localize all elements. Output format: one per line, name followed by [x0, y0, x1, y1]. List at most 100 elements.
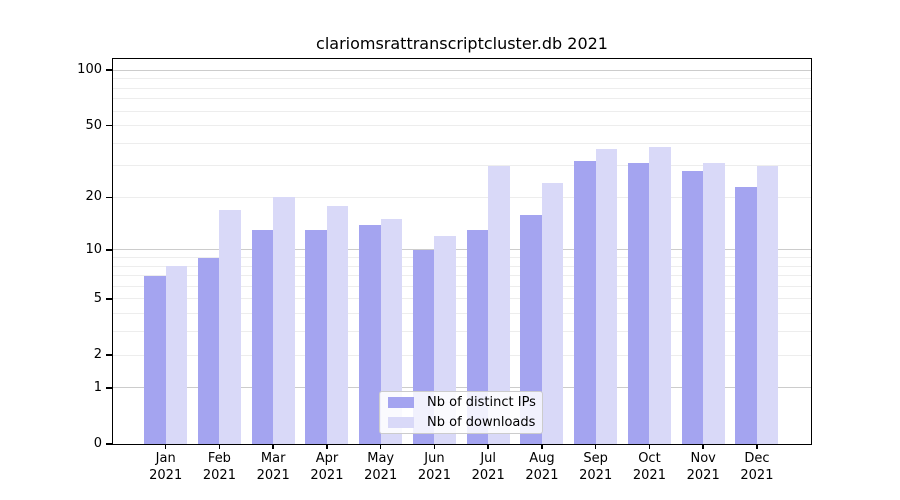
- legend-item-downloads: Nb of downloads: [380, 413, 542, 433]
- bar-distinct-ips: [681, 171, 704, 444]
- major-gridline: [113, 387, 811, 389]
- x-tick-label-line: 2021: [364, 468, 398, 483]
- bar-downloads: [488, 165, 510, 444]
- bar-distinct-ips: [144, 275, 166, 444]
- y-tick-mark: [106, 387, 113, 389]
- y-tick-mark: [106, 443, 113, 445]
- y-tick-mark: [106, 196, 113, 199]
- x-tick-label-line: Mar: [260, 451, 286, 466]
- minor-gridline: [113, 257, 811, 258]
- x-tick-label: Jul 2021: [460, 450, 516, 484]
- legend-label-distinct-ips: Nb of distinct IPs: [427, 395, 536, 410]
- x-tick-label: Mar 2021: [245, 450, 301, 484]
- x-tick-mark: [272, 444, 274, 449]
- bar-distinct-ips: [574, 160, 596, 444]
- minor-gridline: [113, 331, 811, 333]
- x-tick-mark: [541, 444, 543, 449]
- x-tick-mark: [702, 444, 704, 449]
- minor-gridline: [113, 285, 811, 287]
- minor-gridline: [113, 275, 811, 277]
- x-tick-label-line: Apr: [315, 451, 339, 466]
- minor-gridline: [113, 265, 811, 267]
- minor-gridline: [113, 313, 811, 315]
- bar-downloads: [541, 183, 564, 444]
- bar-distinct-ips: [197, 257, 220, 444]
- x-tick-label: Feb 2021: [191, 450, 247, 484]
- x-tick-mark: [756, 444, 758, 449]
- legend-label-downloads: Nb of downloads: [427, 415, 536, 430]
- bar-downloads: [273, 197, 295, 444]
- x-tick-label-line: May: [367, 451, 395, 466]
- x-tick-label: Aug 2021: [514, 450, 570, 484]
- y-tick-label: 20: [85, 189, 102, 205]
- bar-downloads: [380, 219, 403, 444]
- x-tick-label-line: 2021: [417, 468, 451, 483]
- bar-distinct-ips: [520, 214, 542, 444]
- x-tick-label-line: 2021: [740, 468, 774, 483]
- minor-gridline: [113, 196, 811, 198]
- x-tick-mark: [487, 444, 489, 449]
- minor-gridline: [113, 98, 811, 100]
- y-tick-label: 10: [85, 241, 102, 257]
- x-tick-label: Jun 2021: [406, 450, 462, 484]
- minor-gridline: [113, 125, 811, 127]
- x-tick-label-line: Dec: [744, 451, 770, 466]
- x-tick-mark: [648, 444, 651, 449]
- bar-distinct-ips: [735, 186, 757, 444]
- x-tick-label-line: Oct: [638, 451, 661, 466]
- minor-gridline: [113, 142, 811, 144]
- x-tick-label-line: 2021: [579, 468, 613, 483]
- x-tick-mark: [379, 444, 382, 449]
- y-tick-label: 100: [77, 62, 102, 78]
- x-tick-label-line: Feb: [207, 451, 231, 466]
- x-tick-label-line: 2021: [686, 468, 720, 483]
- x-tick-label-line: Sep: [583, 451, 608, 466]
- minor-gridline: [113, 87, 811, 89]
- x-tick-label-line: Aug: [529, 451, 555, 466]
- x-tick-label-line: 2021: [632, 468, 666, 483]
- x-tick-mark: [594, 444, 597, 449]
- x-tick-label-line: Jan: [155, 451, 176, 466]
- x-tick-label-line: 2021: [202, 468, 236, 483]
- x-tick-label-line: Nov: [690, 451, 716, 466]
- bar-downloads: [703, 163, 725, 444]
- x-tick-label: Oct 2021: [621, 450, 677, 484]
- x-tick-label-line: Jun: [424, 451, 445, 466]
- x-tick-label: Sep 2021: [568, 450, 624, 484]
- bar-downloads: [326, 205, 349, 444]
- y-tick-mark: [106, 354, 113, 356]
- y-tick-mark: [106, 69, 113, 71]
- bar-downloads: [165, 266, 188, 444]
- x-tick-mark: [164, 444, 167, 449]
- bar-distinct-ips: [305, 230, 327, 444]
- x-tick-mark: [326, 444, 328, 449]
- bar-downloads: [756, 165, 779, 444]
- x-tick-label: Nov 2021: [675, 450, 731, 484]
- x-tick-label-line: 2021: [310, 468, 344, 483]
- major-gridline: [113, 249, 811, 251]
- x-tick-label-line: Jul: [480, 451, 497, 466]
- legend-item-distinct-ips: Nb of distinct IPs: [380, 393, 542, 413]
- y-tick-label: 5: [93, 290, 102, 306]
- y-tick-label: 50: [85, 117, 102, 133]
- y-tick-label: 1: [93, 379, 102, 395]
- minor-gridline: [113, 165, 811, 167]
- x-tick-mark: [218, 444, 221, 449]
- x-tick-label-line: 2021: [149, 468, 183, 483]
- major-gridline: [113, 69, 811, 71]
- bar-distinct-ips: [627, 163, 650, 444]
- x-tick-mark: [433, 444, 436, 449]
- minor-gridline: [113, 354, 811, 356]
- legend-swatch-distinct-ips: [388, 397, 414, 408]
- bar-distinct-ips: [466, 230, 489, 444]
- x-tick-label: Dec 2021: [729, 450, 785, 484]
- y-tick-mark: [106, 249, 113, 251]
- x-tick-label-line: 2021: [525, 468, 559, 483]
- bar-downloads: [649, 147, 671, 444]
- chart-title: clariomsrattranscriptcluster.db 2021: [316, 34, 608, 53]
- bar-distinct-ips: [359, 224, 381, 444]
- legend-swatch-downloads: [388, 417, 414, 428]
- bar-downloads: [595, 149, 618, 444]
- x-tick-label: Jan 2021: [138, 450, 194, 484]
